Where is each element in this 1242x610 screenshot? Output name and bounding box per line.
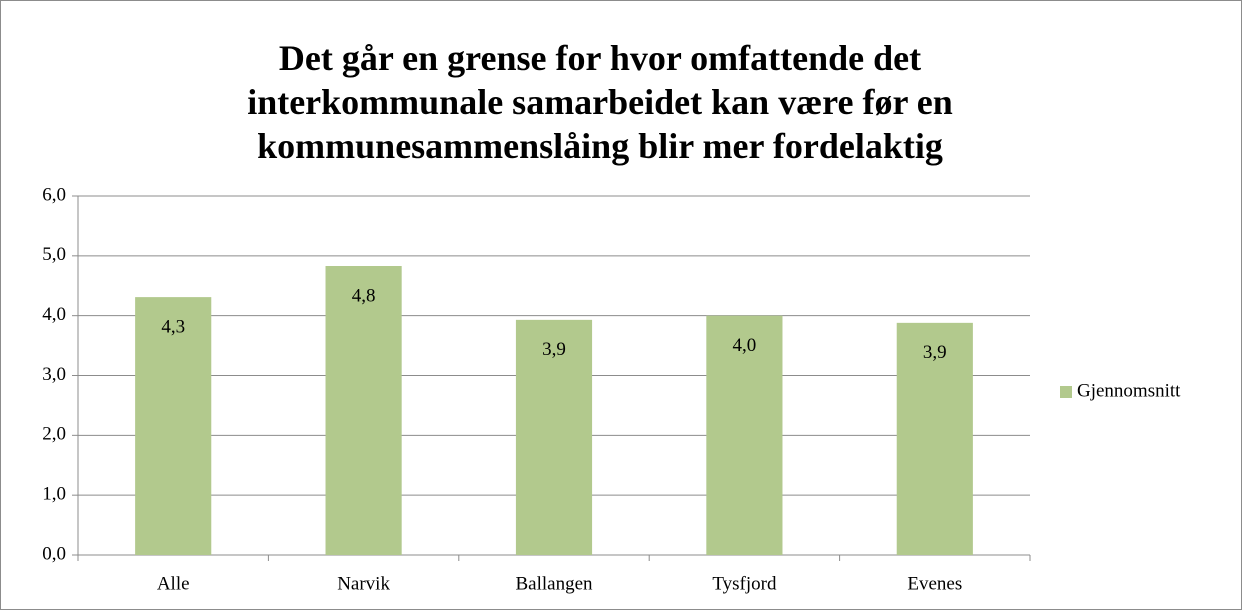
y-tick-label: 2,0	[42, 424, 66, 445]
bar	[515, 319, 593, 555]
x-tick-label: Alle	[157, 573, 190, 594]
y-tick-label: 4,0	[42, 304, 66, 325]
y-tick-label: 0,0	[42, 543, 66, 564]
bar	[896, 322, 973, 555]
y-tick-label: 6,0	[42, 184, 66, 205]
bar	[325, 266, 402, 555]
y-tick-label: 1,0	[42, 484, 66, 505]
data-label: 4,8	[352, 285, 376, 306]
bar	[135, 297, 212, 555]
data-label: 3,9	[542, 339, 566, 360]
bar	[706, 315, 783, 555]
chart-title: Det går en grense for hvor omfattende de…	[247, 38, 953, 166]
y-tick-label: 5,0	[42, 244, 66, 265]
legend-label: Gjennomsnitt	[1077, 380, 1181, 401]
x-tick-label: Ballangen	[515, 573, 593, 594]
legend-swatch	[1060, 386, 1072, 398]
x-tick-label: Evenes	[907, 573, 962, 594]
y-tick-label: 3,0	[42, 364, 66, 385]
x-tick-label: Narvik	[337, 573, 390, 594]
data-label: 4,3	[161, 316, 185, 337]
data-label: 3,9	[923, 342, 947, 363]
x-tick-label: Tysfjord	[712, 573, 777, 594]
data-label: 4,0	[733, 335, 757, 356]
